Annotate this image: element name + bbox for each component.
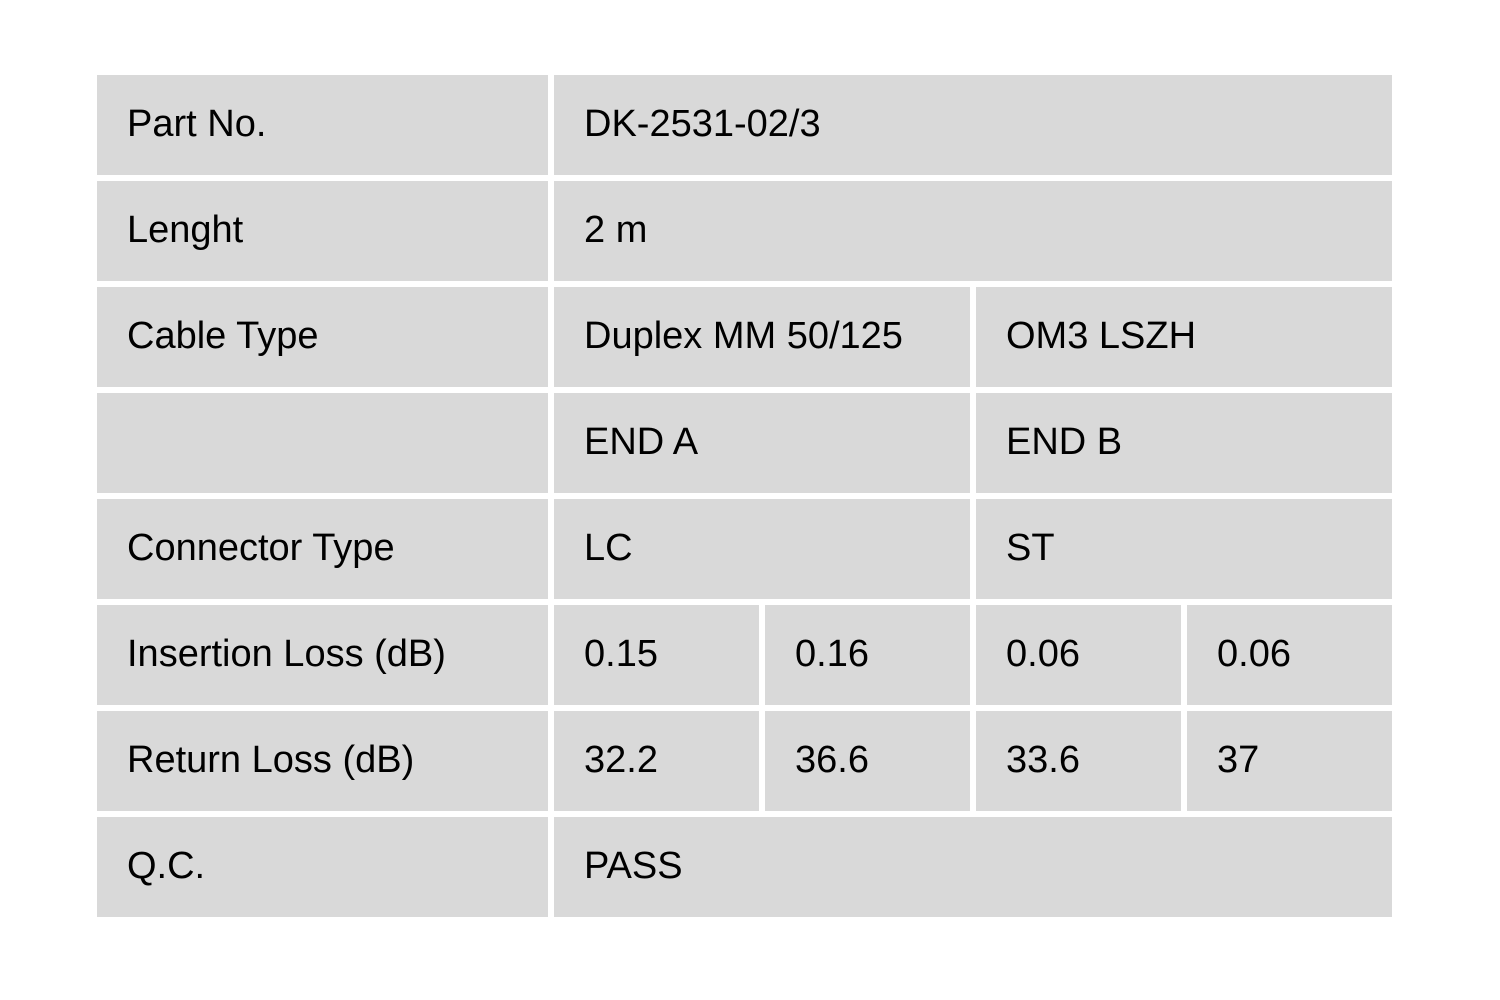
value-cell: 0.15 [554,605,759,705]
value-cell: 0.16 [765,605,970,705]
row-label-cell: Cable Type [97,287,548,387]
table-row: Connector Type LC ST [97,499,1392,599]
spec-table: Part No. DK-2531-02/3 Lenght 2 m Cable Type D… [91,69,1398,923]
row-label-cell: Part No. [97,75,548,175]
table-row: Insertion Loss (dB) 0.15 0.16 0.06 0.06 [97,605,1392,705]
value-cell: 33.6 [976,711,1181,811]
value-cell: LC [554,499,970,599]
table-row: Lenght 2 m [97,181,1392,281]
row-label-cell: Q.C. [97,817,548,917]
table-row: Cable Type Duplex MM 50/125 OM3 LSZH [97,287,1392,387]
value-cell: ST [976,499,1392,599]
value-cell: Duplex MM 50/125 [554,287,970,387]
value-cell: PASS [554,817,1392,917]
row-label-cell: Insertion Loss (dB) [97,605,548,705]
row-label-cell: Return Loss (dB) [97,711,548,811]
value-cell: 32.2 [554,711,759,811]
table-row: Part No. DK-2531-02/3 [97,75,1392,175]
table-row: Q.C. PASS [97,817,1392,917]
value-cell: DK-2531-02/3 [554,75,1392,175]
row-label-cell: Connector Type [97,499,548,599]
row-label-cell [97,393,548,493]
value-cell: 0.06 [976,605,1181,705]
row-label-cell: Lenght [97,181,548,281]
table-row: Return Loss (dB) 32.2 36.6 33.6 37 [97,711,1392,811]
spec-sheet: Part No. DK-2531-02/3 Lenght 2 m Cable Type D… [91,69,1398,923]
value-cell: END B [976,393,1392,493]
value-cell: 36.6 [765,711,970,811]
value-cell: OM3 LSZH [976,287,1392,387]
table-row: END A END B [97,393,1392,493]
value-cell: 37 [1187,711,1392,811]
value-cell: END A [554,393,970,493]
value-cell: 0.06 [1187,605,1392,705]
value-cell: 2 m [554,181,1392,281]
